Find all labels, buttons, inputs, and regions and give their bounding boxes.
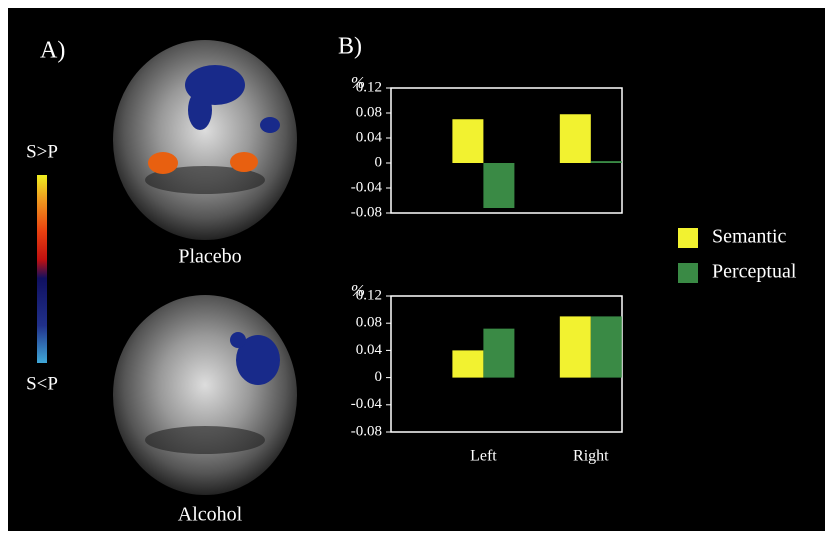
- y-tick-label: 0.08: [356, 104, 382, 120]
- y-tick-label: 0: [375, 369, 383, 385]
- y-tick-label: -0.08: [351, 423, 382, 439]
- y-tick-label: 0.12: [356, 287, 382, 303]
- image-caption: Placebo: [178, 246, 241, 268]
- bar: [560, 316, 591, 377]
- y-tick-label: 0.04: [356, 129, 383, 145]
- y-tick-label: 0: [375, 154, 383, 170]
- bar: [591, 161, 622, 163]
- image-caption: Alcohol: [178, 504, 243, 526]
- legend-swatch: [678, 228, 698, 248]
- bar: [483, 329, 514, 378]
- figure: A) B) S>P S<P Placebo Alcohol %-0.08-0.0…: [0, 0, 833, 539]
- legend-label: Perceptual: [712, 261, 797, 283]
- y-tick-label: 0.08: [356, 315, 382, 331]
- panel-label: A): [40, 38, 65, 64]
- x-tick-label: Left: [470, 448, 497, 465]
- bar: [591, 316, 622, 377]
- colorbar: [37, 175, 47, 363]
- y-tick-label: 0.12: [356, 79, 382, 95]
- bar: [452, 350, 483, 377]
- y-tick-label: -0.04: [351, 396, 383, 412]
- bar: [560, 114, 591, 163]
- panel-label: B): [338, 34, 362, 60]
- bar: [483, 163, 514, 208]
- y-tick-label: -0.08: [351, 204, 382, 220]
- y-tick-label: 0.04: [356, 342, 383, 358]
- colorbar-label: S<P: [26, 373, 58, 394]
- y-tick-label: -0.04: [351, 179, 383, 195]
- legend-label: Semantic: [712, 226, 787, 248]
- colorbar-label: S>P: [26, 141, 58, 162]
- bar: [452, 119, 483, 163]
- x-tick-label: Right: [573, 448, 609, 465]
- legend-swatch: [678, 263, 698, 283]
